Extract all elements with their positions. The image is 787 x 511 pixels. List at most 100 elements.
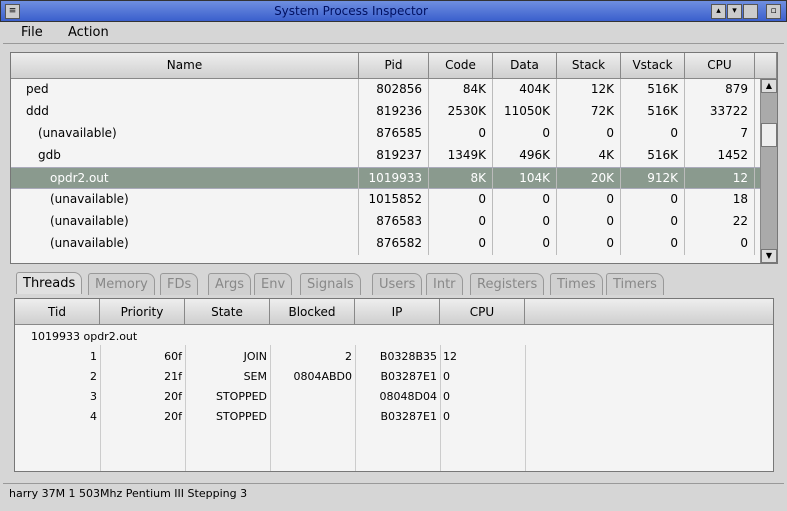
cell-state: STOPPED bbox=[215, 410, 267, 423]
thread-row[interactable]: 3 20f STOPPED 08048D04 0 bbox=[15, 387, 525, 407]
cell-priority: 21f bbox=[164, 370, 182, 383]
column-header-data[interactable]: Data bbox=[493, 53, 557, 79]
column-header-vstack[interactable]: Vstack bbox=[621, 53, 685, 79]
column-header-tid[interactable]: Tid bbox=[15, 299, 100, 325]
column-header-stack[interactable]: Stack bbox=[557, 53, 621, 79]
cell-pid: 876583 bbox=[359, 211, 429, 233]
column-header-name[interactable]: Name bbox=[11, 53, 359, 79]
cell-data: 0 bbox=[493, 211, 557, 233]
menu-bar: File Action bbox=[3, 22, 784, 44]
cell-tid: 3 bbox=[90, 390, 97, 403]
scroll-thumb[interactable] bbox=[761, 123, 777, 147]
process-row[interactable]: ped 802856 84K 404K 12K 516K 879 bbox=[11, 79, 760, 101]
column-header-blocked[interactable]: Blocked bbox=[270, 299, 355, 325]
cell-stack: 20K bbox=[557, 168, 621, 190]
cell-ip: 08048D04 bbox=[379, 390, 437, 403]
cell-data: 0 bbox=[493, 189, 557, 211]
cell-pid: 819236 bbox=[359, 101, 429, 123]
process-row[interactable]: ddd 819236 2530K 11050K 72K 516K 33722 bbox=[11, 101, 760, 123]
cell-stack: 0 bbox=[557, 233, 621, 255]
cell-stack: 4K bbox=[557, 145, 621, 167]
cell-code: 0 bbox=[429, 233, 493, 255]
tab-args[interactable]: Args bbox=[208, 273, 252, 295]
process-row[interactable]: (unavailable) 876583 0 0 0 0 22 bbox=[11, 211, 760, 233]
vertical-scrollbar[interactable]: ▲ ▼ bbox=[760, 79, 777, 263]
cell-cpu: 879 bbox=[685, 79, 755, 101]
thread-row[interactable]: 2 21f SEM 0804ABD0 B03287E1 0 bbox=[15, 367, 525, 387]
scroll-up-icon[interactable]: ▲ bbox=[761, 79, 777, 93]
cell-vstack: 516K bbox=[621, 145, 685, 167]
tab-signals[interactable]: Signals bbox=[300, 273, 361, 295]
cell-vstack: 0 bbox=[621, 211, 685, 233]
column-header-pid[interactable]: Pid bbox=[359, 53, 429, 79]
column-header-ip[interactable]: IP bbox=[355, 299, 440, 325]
column-header-state[interactable]: State bbox=[185, 299, 270, 325]
process-row[interactable]: gdb 819237 1349K 496K 4K 516K 1452 bbox=[11, 145, 760, 167]
cell-vstack: 516K bbox=[621, 79, 685, 101]
cell-cpu: 0 bbox=[685, 233, 755, 255]
cell-data: 0 bbox=[493, 233, 557, 255]
header-corner bbox=[755, 53, 777, 79]
cell-cpu: 0 bbox=[443, 370, 450, 383]
cell-ip: B03287E1 bbox=[380, 410, 438, 423]
cell-priority: 20f bbox=[164, 390, 182, 403]
close-icon[interactable]: ▫ bbox=[766, 4, 781, 19]
tab-users[interactable]: Users bbox=[372, 273, 423, 295]
cell-pid: 876585 bbox=[359, 123, 429, 145]
cell-vstack: 912K bbox=[621, 168, 685, 190]
tab-intr[interactable]: Intr bbox=[426, 273, 463, 295]
process-row[interactable]: (unavailable) 876585 0 0 0 0 7 bbox=[11, 123, 760, 145]
cell-state: JOIN bbox=[243, 350, 267, 363]
menu-action[interactable]: Action bbox=[68, 25, 109, 40]
menu-file[interactable]: File bbox=[21, 25, 43, 40]
cell-name: (unavailable) bbox=[11, 233, 359, 255]
process-label: 1019933 opdr2.out bbox=[31, 330, 138, 343]
window-menu-icon[interactable]: ≡ bbox=[5, 4, 20, 19]
tab-threads[interactable]: Threads bbox=[16, 272, 83, 294]
tab-env[interactable]: Env bbox=[254, 273, 293, 295]
cell-ip: B0328B35 bbox=[379, 350, 437, 363]
maximize-icon[interactable] bbox=[743, 4, 758, 19]
cell-pid: 819237 bbox=[359, 145, 429, 167]
thread-row[interactable]: 1 60f JOIN 2 B0328B35 12 bbox=[15, 347, 525, 367]
column-divider bbox=[440, 345, 441, 471]
process-row[interactable]: opdr2.out 1019933 8K 104K 20K 912K 12 bbox=[11, 167, 760, 190]
column-header-code[interactable]: Code bbox=[429, 53, 493, 79]
cell-cpu: 0 bbox=[443, 390, 450, 403]
column-header-cpu[interactable]: CPU bbox=[685, 53, 755, 79]
process-row[interactable]: (unavailable) 1015852 0 0 0 0 18 bbox=[11, 189, 760, 211]
tab-times[interactable]: Times bbox=[550, 273, 603, 295]
scroll-down-icon[interactable]: ▼ bbox=[761, 249, 777, 263]
cell-name: (unavailable) bbox=[11, 189, 359, 211]
cell-vstack: 516K bbox=[621, 101, 685, 123]
column-divider bbox=[355, 345, 356, 471]
cell-data: 11050K bbox=[493, 101, 557, 123]
cell-pid: 1015852 bbox=[359, 189, 429, 211]
tab-memory[interactable]: Memory bbox=[88, 273, 155, 295]
shade-icon[interactable]: ▾ bbox=[727, 4, 742, 19]
cell-data: 404K bbox=[493, 79, 557, 101]
cell-stack: 0 bbox=[557, 123, 621, 145]
column-divider bbox=[270, 345, 271, 471]
cell-name: ddd bbox=[11, 101, 359, 123]
cell-ip: B03287E1 bbox=[380, 370, 438, 383]
cell-code: 2530K bbox=[429, 101, 493, 123]
cell-state: STOPPED bbox=[215, 390, 267, 403]
cell-data: 0 bbox=[493, 123, 557, 145]
column-header-priority[interactable]: Priority bbox=[100, 299, 185, 325]
tab-fds[interactable]: FDs bbox=[160, 273, 199, 295]
cell-cpu: 0 bbox=[443, 410, 450, 423]
minimize-icon[interactable]: ▴ bbox=[711, 4, 726, 19]
process-row[interactable]: (unavailable) 876582 0 0 0 0 0 bbox=[11, 233, 760, 255]
cell-tid: 4 bbox=[90, 410, 97, 423]
cell-stack: 12K bbox=[557, 79, 621, 101]
cell-pid: 802856 bbox=[359, 79, 429, 101]
cell-cpu: 1452 bbox=[685, 145, 755, 167]
column-divider bbox=[525, 345, 526, 471]
tab-timers[interactable]: Timers bbox=[606, 273, 664, 295]
column-divider bbox=[100, 345, 101, 471]
tab-registers[interactable]: Registers bbox=[470, 273, 545, 295]
thread-row[interactable]: 4 20f STOPPED B03287E1 0 bbox=[15, 407, 525, 427]
cell-vstack: 0 bbox=[621, 189, 685, 211]
column-header-cpu[interactable]: CPU bbox=[440, 299, 525, 325]
